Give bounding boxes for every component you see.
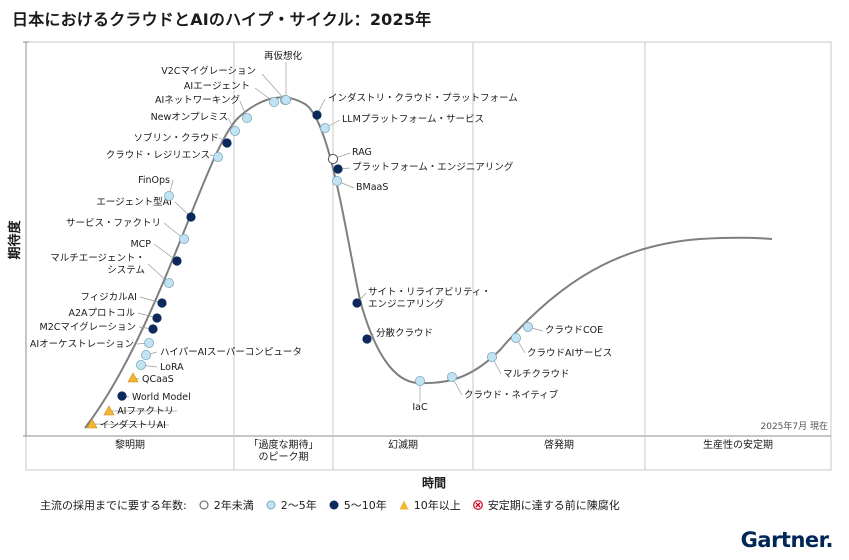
item-label: AIエージェント <box>184 81 250 92</box>
marker-2to5 <box>268 97 279 108</box>
item-label: FinOps <box>138 175 170 186</box>
phase-label-4: 啓発期 <box>544 438 574 451</box>
marker-2to5 <box>446 371 457 382</box>
legend-title: 主流の採用までに要する年数: <box>40 499 187 512</box>
marker-2to5 <box>280 95 291 106</box>
leader-line <box>153 243 178 262</box>
legend-item-gt10: 10年以上 <box>399 497 461 513</box>
item-label: AIファクトリ <box>117 406 174 417</box>
phase-label-5: 生産性の安定期 <box>703 438 773 451</box>
item-label: サイト・リライアビリティ・エンジニアリング <box>368 287 491 310</box>
item-label: Newオンプレミス <box>151 112 228 123</box>
item-label: サービス・ファクトリ <box>66 218 161 229</box>
item-label: AIネットワーキング <box>155 94 241 106</box>
marker-5to10 <box>312 110 322 120</box>
marker-5to10 <box>333 164 343 174</box>
item-label: AIオーケストレーション <box>30 339 134 350</box>
item-label: ハイパーAIスーパーコンピュータ <box>160 347 302 358</box>
item-label: クラウド・ネイティブ <box>464 389 559 401</box>
x-axis-label: 時間 <box>422 475 446 490</box>
marker-2to5 <box>143 337 154 348</box>
marker-2to5 <box>140 349 151 360</box>
legend-label-lt2: 2年未満 <box>213 499 254 512</box>
marker-2to5 <box>486 351 497 362</box>
item-label: MCP <box>130 239 151 250</box>
item-label: A2Aプロトコル <box>68 308 135 319</box>
item-label: フィジカルAI <box>80 292 137 303</box>
marker-5to10 <box>148 324 158 334</box>
marker-5to10 <box>186 212 196 222</box>
marker-gt10 <box>103 405 115 416</box>
item-label: クラウドCOE <box>545 325 603 336</box>
item-label: ソブリン・クラウド <box>133 132 219 144</box>
item-label: LoRA <box>160 362 184 373</box>
item-label: エージェント型AI <box>96 197 172 208</box>
marker-2to5 <box>523 321 534 332</box>
legend-item-lt2: 2年未満 <box>199 497 254 513</box>
marker-5to10 <box>222 138 232 148</box>
item-label: マルチクラウド <box>503 369 570 380</box>
legend: 主流の採用までに要する年数: 2年未満 2～5年 5～10年 10年以上 安定期… <box>40 497 620 513</box>
phase-label-1: 黎明期 <box>115 438 145 451</box>
phase-label-3: 幻滅期 <box>388 438 418 451</box>
marker-5to10 <box>352 298 362 308</box>
item-label: プラットフォーム・エンジニアリング <box>352 161 514 173</box>
chart-title: 日本におけるクラウドとAIのハイプ・サイクル：2025年 <box>12 10 432 29</box>
legend-label-2to5: 2～5年 <box>280 499 317 512</box>
marker-2to5 <box>510 332 521 343</box>
item-label: インダストリAI <box>100 419 166 431</box>
marker-5to10 <box>117 391 127 401</box>
legend-label-obsolete: 安定期に達する前に陳腐化 <box>487 499 620 512</box>
marker-gt10 <box>127 372 139 383</box>
item-label: V2Cマイグレーション <box>161 65 256 77</box>
marker-2to5 <box>163 277 174 288</box>
phase-label-2: 「過度な期待」のピーク期 <box>249 438 319 463</box>
marker-2to5 <box>414 375 425 386</box>
marker-2to5 <box>229 126 240 137</box>
legend-label-gt10: 10年以上 <box>413 499 461 512</box>
item-label: World Model <box>132 392 191 403</box>
gartner-logo: Gartner. <box>740 528 834 552</box>
item-label: クラウドAIサービス <box>527 348 612 359</box>
marker-2to5 <box>319 123 330 134</box>
y-axis-label: 期待度 <box>7 220 23 260</box>
leader-line <box>91 423 170 426</box>
marker-2to5 <box>163 190 174 201</box>
legend-item-5to10: 5～10年 <box>329 497 387 513</box>
item-label: LLMプラットフォーム・サービス <box>342 114 484 125</box>
legend-label-5to10: 5～10年 <box>343 499 387 512</box>
as-of-note: 2025年7月 現在 <box>761 420 829 432</box>
marker-gt10 <box>86 418 98 429</box>
marker-2to5 <box>178 233 189 244</box>
item-label: M2Cマイグレーション <box>40 321 137 333</box>
marker-5to10 <box>152 313 162 323</box>
legend-item-2to5: 2～5年 <box>266 497 317 513</box>
item-label: インダストリ・クラウド・プラットフォーム <box>328 92 518 104</box>
item-label: BMaaS <box>356 182 388 193</box>
marker-2to5 <box>241 113 252 124</box>
marker-lt2 <box>327 153 339 165</box>
item-label: クラウド・レジリエンス <box>106 150 210 161</box>
hype-curve <box>84 96 773 429</box>
item-label: マルチエージェント・システム <box>50 253 145 276</box>
marker-2to5 <box>212 151 223 162</box>
marker-5to10 <box>172 256 182 266</box>
leader-line <box>261 73 286 101</box>
item-label: RAG <box>352 147 372 158</box>
marker-2to5 <box>135 359 146 370</box>
legend-item-obsolete: 安定期に達する前に陳腐化 <box>472 497 620 513</box>
item-label: QCaaS <box>142 374 174 385</box>
item-label: 再仮想化 <box>264 50 303 62</box>
marker-2to5 <box>331 175 342 186</box>
marker-5to10 <box>362 334 372 344</box>
item-label: IaC <box>412 402 428 413</box>
marker-5to10 <box>157 298 167 308</box>
item-label: 分散クラウド <box>376 327 433 339</box>
